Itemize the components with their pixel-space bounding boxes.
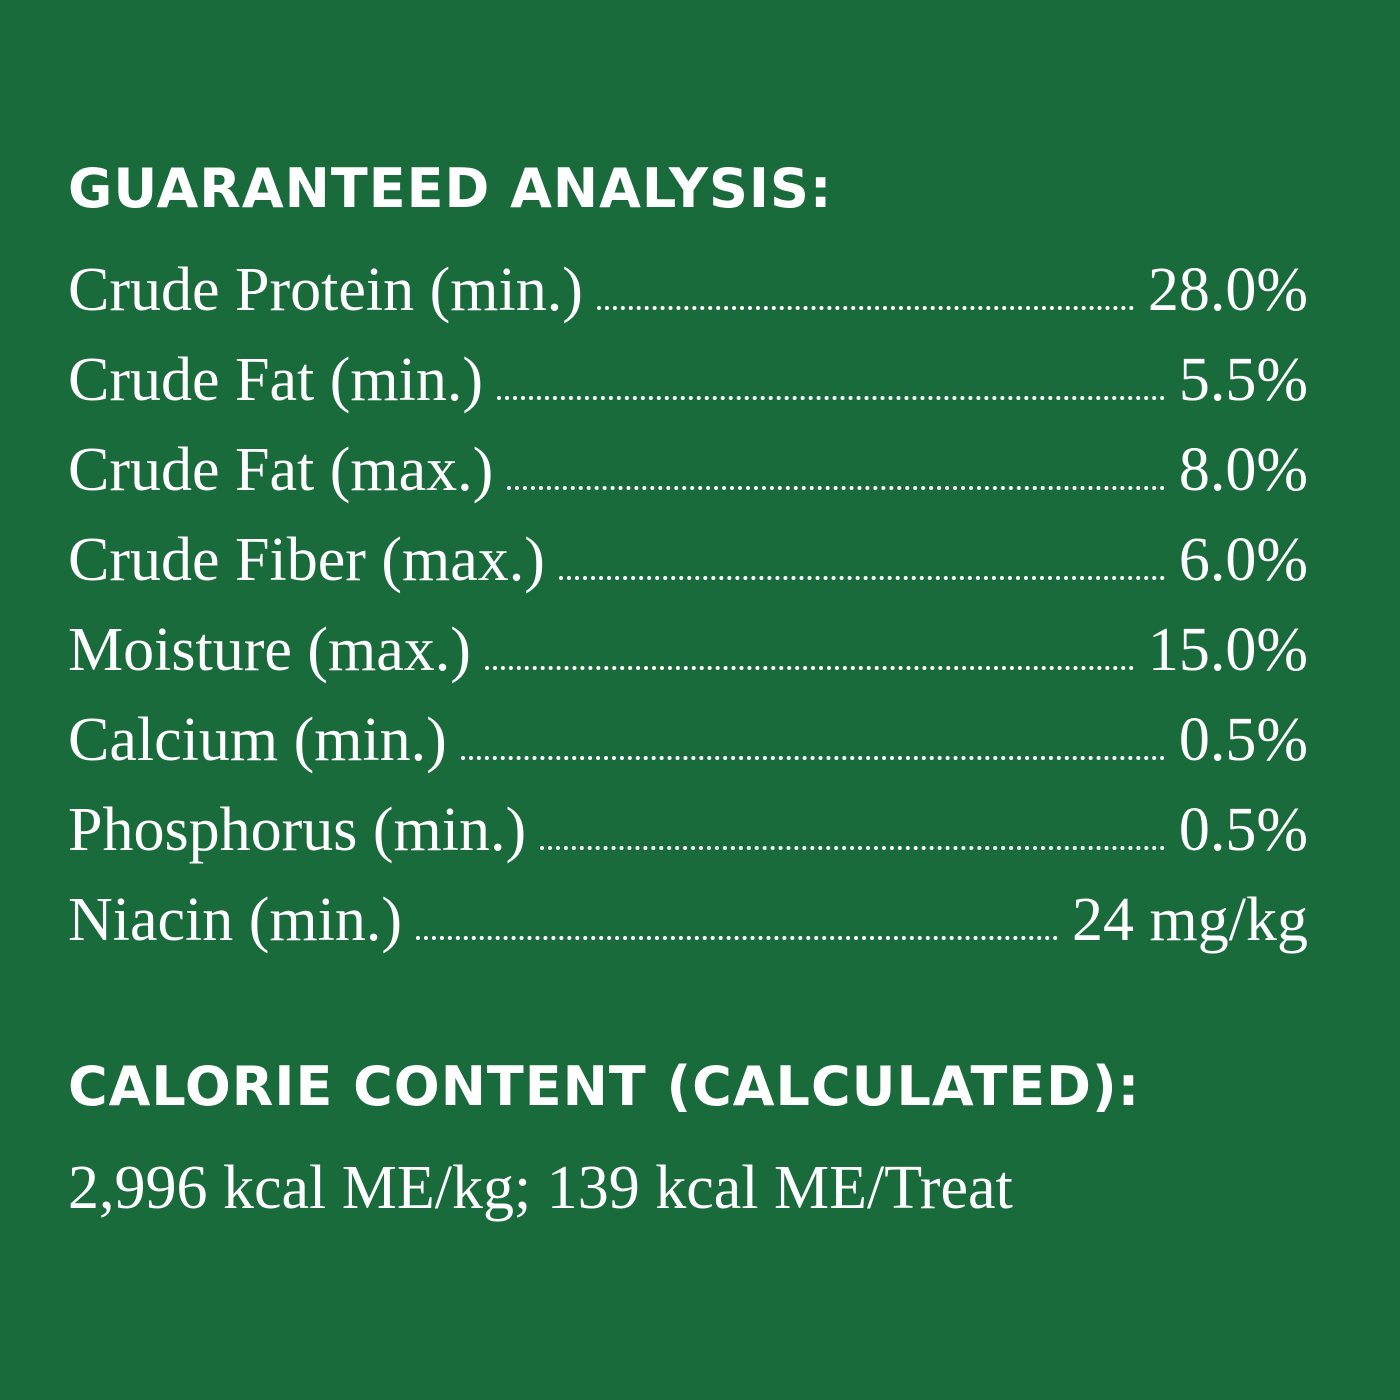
analysis-row: Niacin (min.) 24 mg/kg [68, 880, 1308, 970]
dotted-leader [558, 520, 1165, 580]
dotted-leader [497, 340, 1165, 400]
nutrient-value: 0.5% [1178, 706, 1308, 774]
nutrient-label: Moisture (max.) [68, 616, 471, 684]
dotted-leader [540, 790, 1165, 850]
nutrient-value: 24 mg/kg [1072, 886, 1308, 954]
nutrient-value: 28.0% [1147, 256, 1308, 324]
dotted-leader [507, 430, 1165, 490]
nutrient-value: 8.0% [1178, 436, 1308, 504]
dotted-leader [484, 610, 1134, 670]
analysis-row: Phosphorus (min.) 0.5% [68, 790, 1308, 880]
analysis-row: Crude Protein (min.) 28.0% [68, 250, 1308, 340]
nutrient-value: 15.0% [1147, 616, 1308, 684]
analysis-row: Calcium (min.) 0.5% [68, 700, 1308, 790]
nutrient-label: Niacin (min.) [68, 886, 403, 954]
nutrient-label: Crude Fat (min.) [68, 346, 483, 414]
nutrient-label: Crude Fat (max.) [68, 436, 494, 504]
analysis-table: Crude Protein (min.) 28.0% Crude Fat (min.… [68, 250, 1308, 970]
nutrient-label: Crude Fiber (max.) [68, 526, 545, 594]
calorie-content-text: 2,996 kcal ME/kg; 139 kcal ME/Treat [68, 1154, 1013, 1222]
nutrient-value: 0.5% [1178, 796, 1308, 864]
nutrient-label: Calcium (min.) [68, 706, 447, 774]
analysis-row: Crude Fiber (max.) 6.0% [68, 520, 1308, 610]
analysis-row: Moisture (max.) 15.0% [68, 610, 1308, 700]
nutrient-value: 6.0% [1178, 526, 1308, 594]
analysis-row: Crude Fat (max.) 8.0% [68, 430, 1308, 520]
dotted-leader [596, 250, 1134, 310]
guaranteed-analysis-heading: GUARANTEED ANALYSIS: [68, 157, 833, 220]
calorie-content-heading: CALORIE CONTENT (CALCULATED): [68, 1055, 1141, 1118]
nutrient-label: Phosphorus (min.) [68, 796, 527, 864]
dotted-leader [460, 700, 1165, 760]
nutrient-label: Crude Protein (min.) [68, 256, 583, 324]
dotted-leader [416, 880, 1059, 940]
nutrient-value: 5.5% [1178, 346, 1308, 414]
analysis-row: Crude Fat (min.) 5.5% [68, 340, 1308, 430]
